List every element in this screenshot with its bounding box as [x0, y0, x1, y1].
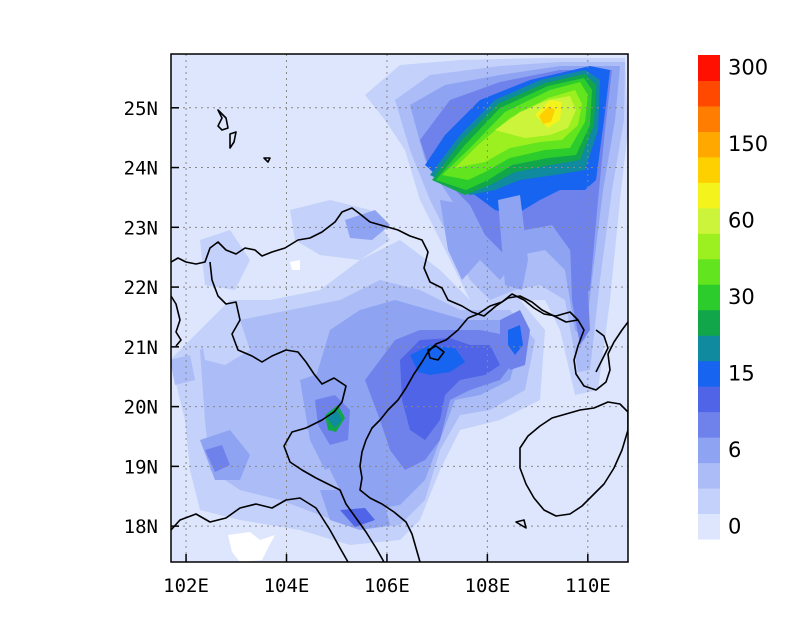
y-tick-label: 25N	[124, 98, 158, 120]
colorbar-swatch	[698, 513, 720, 540]
colorbar: 0 6 15 30 60 150 300	[698, 55, 768, 540]
colorbar-swatch	[698, 360, 720, 387]
colorbar-swatch	[698, 156, 720, 183]
border-line	[171, 295, 182, 347]
y-tick-label: 18N	[124, 516, 158, 538]
colorbar-swatch	[698, 386, 720, 413]
x-tick-label: 108E	[465, 575, 511, 597]
colorbar-swatch	[698, 437, 720, 464]
colorbar-swatch	[698, 233, 720, 260]
y-tick-label: 24N	[124, 158, 158, 180]
colorbar-swatch	[698, 105, 720, 132]
x-tick-label: 110E	[565, 575, 611, 597]
island	[515, 519, 527, 529]
island	[229, 131, 237, 149]
gridlines	[171, 54, 628, 562]
colorbar-swatch	[698, 207, 720, 234]
colorbar-label: 150	[728, 132, 768, 156]
y-axis: 18N 19N 20N 21N 22N 23N 24N 25N	[124, 98, 179, 538]
colorbar-swatch	[698, 335, 720, 362]
x-tick-label: 106E	[364, 575, 410, 597]
coastline	[359, 317, 469, 562]
colorbar-label: 60	[728, 209, 755, 233]
island	[217, 109, 229, 131]
colorbar-swatch	[698, 55, 720, 81]
border-line	[209, 261, 385, 562]
border-line	[171, 207, 579, 323]
colorbar-swatch	[698, 488, 720, 515]
hainan-coast	[519, 401, 628, 517]
colorbar-swatch	[698, 182, 720, 209]
rain-region-northwest	[171, 200, 390, 385]
precipitation-field	[171, 54, 628, 562]
colorbar-swatch	[698, 258, 720, 285]
island	[263, 157, 271, 163]
x-tick-label: 104E	[264, 575, 310, 597]
colorbar-swatch	[698, 309, 720, 336]
coastline	[467, 293, 628, 391]
rain-region-tonkin	[171, 240, 545, 545]
colorbar-swatch	[698, 80, 720, 107]
colorbar-label: 15	[728, 361, 755, 385]
plot-frame	[170, 53, 629, 563]
border-line	[171, 497, 349, 562]
colorbar-label: 300	[728, 56, 768, 80]
colorbar-label: 30	[728, 285, 755, 309]
x-axis: 102E 104E 106E 108E 110E	[163, 554, 611, 597]
coastline	[595, 329, 609, 373]
y-tick-label: 21N	[124, 337, 158, 359]
colorbar-label: 0	[728, 514, 741, 538]
no-data-patch	[228, 532, 275, 562]
x-tick-label: 102E	[163, 575, 209, 597]
colorbar-swatch	[698, 131, 720, 158]
y-tick-label: 22N	[124, 277, 158, 299]
island	[427, 345, 445, 361]
colorbar-swatch	[698, 462, 720, 489]
colorbar-swatch	[698, 411, 720, 438]
y-tick-label: 20N	[124, 397, 158, 419]
no-data-patch	[290, 260, 300, 270]
coastlines-borders	[171, 109, 628, 562]
colorbar-swatch	[698, 284, 720, 311]
colorbar-label: 6	[728, 438, 741, 462]
y-tick-label: 23N	[124, 217, 158, 239]
y-tick-label: 19N	[124, 456, 158, 478]
rain-region-guangxi	[365, 58, 628, 395]
